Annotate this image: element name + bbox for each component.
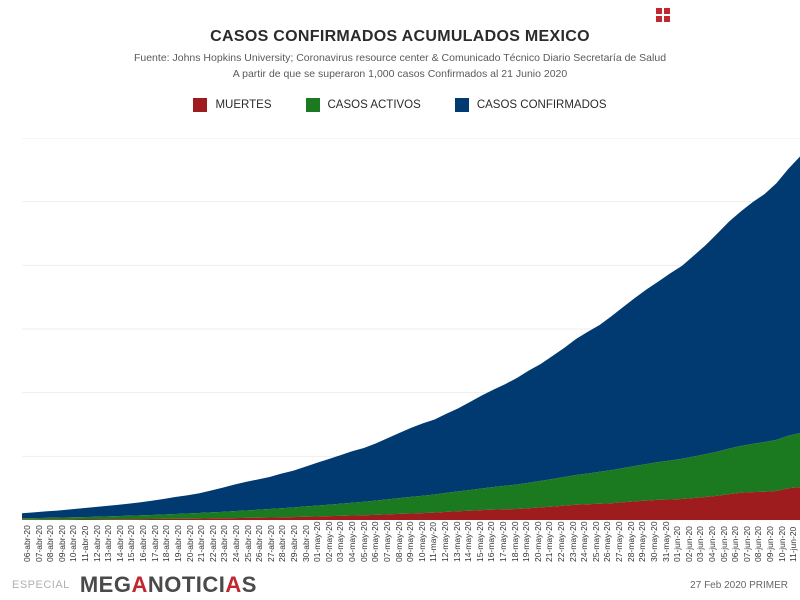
xaxis-tick: 26-may-20 xyxy=(602,516,614,564)
xaxis-tick: 25-abr-20 xyxy=(243,516,255,564)
xaxis-tick: 21-may-20 xyxy=(544,516,556,564)
xaxis-tick: 03-jun-20 xyxy=(695,516,707,564)
xaxis-tick: 07-may-20 xyxy=(382,516,394,564)
xaxis-tick: 31-may-20 xyxy=(661,516,673,564)
xaxis-tick: 08-abr-20 xyxy=(45,516,57,564)
chart-title: CASOS CONFIRMADOS ACUMULADOS MEXICO xyxy=(0,28,800,46)
legend-swatch xyxy=(455,98,469,112)
xaxis-tick: 11-may-20 xyxy=(428,516,440,564)
xaxis-tick: 29-may-20 xyxy=(637,516,649,564)
xaxis-tick: 10-may-20 xyxy=(417,516,429,564)
chart-plot-area xyxy=(22,138,800,520)
xaxis-tick: 05-jun-20 xyxy=(719,516,731,564)
legend-label: CASOS ACTIVOS xyxy=(328,99,421,111)
xaxis-tick: 07-abr-20 xyxy=(34,516,46,564)
xaxis-tick: 06-jun-20 xyxy=(730,516,742,564)
xaxis-tick: 14-abr-20 xyxy=(115,516,127,564)
legend-swatch xyxy=(193,98,207,112)
chart-subtitle-range: A partir de que se superaron 1,000 casos… xyxy=(0,68,800,80)
chart-xaxis: 06-abr-2007-abr-2008-abr-2009-abr-2010-a… xyxy=(22,516,800,564)
xaxis-tick: 02-may-20 xyxy=(324,516,336,564)
xaxis-tick: 07-jun-20 xyxy=(742,516,754,564)
xaxis-tick: 01-may-20 xyxy=(312,516,324,564)
xaxis-tick: 09-abr-20 xyxy=(57,516,69,564)
xaxis-tick: 27-abr-20 xyxy=(266,516,278,564)
xaxis-tick: 18-abr-20 xyxy=(161,516,173,564)
xaxis-tick: 17-may-20 xyxy=(498,516,510,564)
xaxis-tick: 06-abr-20 xyxy=(22,516,34,564)
xaxis-tick: 21-abr-20 xyxy=(196,516,208,564)
legend-item-activos: CASOS ACTIVOS xyxy=(306,98,421,112)
xaxis-tick: 04-jun-20 xyxy=(707,516,719,564)
xaxis-tick: 04-may-20 xyxy=(347,516,359,564)
xaxis-tick: 23-abr-20 xyxy=(219,516,231,564)
xaxis-tick: 14-may-20 xyxy=(463,516,475,564)
chart-subtitle-source: Fuente: Johns Hopkins University; Corona… xyxy=(0,52,800,64)
xaxis-tick: 22-may-20 xyxy=(556,516,568,564)
xaxis-tick: 16-abr-20 xyxy=(138,516,150,564)
xaxis-tick: 30-may-20 xyxy=(649,516,661,564)
legend-label: CASOS CONFIRMADOS xyxy=(477,99,607,111)
xaxis-tick: 13-may-20 xyxy=(452,516,464,564)
footer-logo: MEGANOTICIAS xyxy=(80,572,257,598)
xaxis-tick: 26-abr-20 xyxy=(254,516,266,564)
xaxis-tick: 15-may-20 xyxy=(475,516,487,564)
xaxis-tick: 25-may-20 xyxy=(591,516,603,564)
chart-svg xyxy=(22,138,800,520)
xaxis-tick: 20-may-20 xyxy=(533,516,545,564)
xaxis-tick: 08-jun-20 xyxy=(753,516,765,564)
xaxis-tick: 24-may-20 xyxy=(579,516,591,564)
xaxis-tick: 15-abr-20 xyxy=(126,516,138,564)
xaxis-tick: 12-abr-20 xyxy=(92,516,104,564)
xaxis-tick: 11-jun-20 xyxy=(788,516,800,564)
chart-header: CASOS CONFIRMADOS ACUMULADOS MEXICO Fuen… xyxy=(0,0,800,80)
xaxis-tick: 10-jun-20 xyxy=(777,516,789,564)
legend-item-confirmados: CASOS CONFIRMADOS xyxy=(455,98,607,112)
xaxis-tick: 08-may-20 xyxy=(394,516,406,564)
xaxis-tick: 19-abr-20 xyxy=(173,516,185,564)
chart-legend: MUERTES CASOS ACTIVOS CASOS CONFIRMADOS xyxy=(0,98,800,112)
legend-label: MUERTES xyxy=(215,99,271,111)
xaxis-tick: 03-may-20 xyxy=(335,516,347,564)
footer-especial: ESPECIAL xyxy=(12,579,70,591)
legend-item-muertes: MUERTES xyxy=(193,98,271,112)
legend-swatch xyxy=(306,98,320,112)
xaxis-tick: 05-may-20 xyxy=(359,516,371,564)
xaxis-tick: 27-may-20 xyxy=(614,516,626,564)
xaxis-tick: 17-abr-20 xyxy=(150,516,162,564)
footer-date-note: 27 Feb 2020 PRIMER xyxy=(690,580,788,591)
xaxis-tick: 11-abr-20 xyxy=(80,516,92,564)
xaxis-tick: 09-may-20 xyxy=(405,516,417,564)
xaxis-tick: 02-jun-20 xyxy=(684,516,696,564)
xaxis-tick: 28-may-20 xyxy=(626,516,638,564)
xaxis-tick: 20-abr-20 xyxy=(185,516,197,564)
xaxis-tick: 30-abr-20 xyxy=(301,516,313,564)
xaxis-tick: 09-jun-20 xyxy=(765,516,777,564)
xaxis-tick: 24-abr-20 xyxy=(231,516,243,564)
xaxis-tick: 16-may-20 xyxy=(486,516,498,564)
xaxis-tick: 10-abr-20 xyxy=(68,516,80,564)
xaxis-tick: 12-may-20 xyxy=(440,516,452,564)
grid-icon xyxy=(656,8,670,22)
footer: ESPECIAL MEGANOTICIAS 27 Feb 2020 PRIMER xyxy=(0,570,800,600)
xaxis-tick: 06-may-20 xyxy=(370,516,382,564)
xaxis-tick: 18-may-20 xyxy=(510,516,522,564)
xaxis-tick: 22-abr-20 xyxy=(208,516,220,564)
xaxis-tick: 29-abr-20 xyxy=(289,516,301,564)
xaxis-tick: 01-jun-20 xyxy=(672,516,684,564)
xaxis-tick: 23-may-20 xyxy=(568,516,580,564)
xaxis-tick: 28-abr-20 xyxy=(277,516,289,564)
xaxis-tick: 19-may-20 xyxy=(521,516,533,564)
xaxis-tick: 13-abr-20 xyxy=(103,516,115,564)
